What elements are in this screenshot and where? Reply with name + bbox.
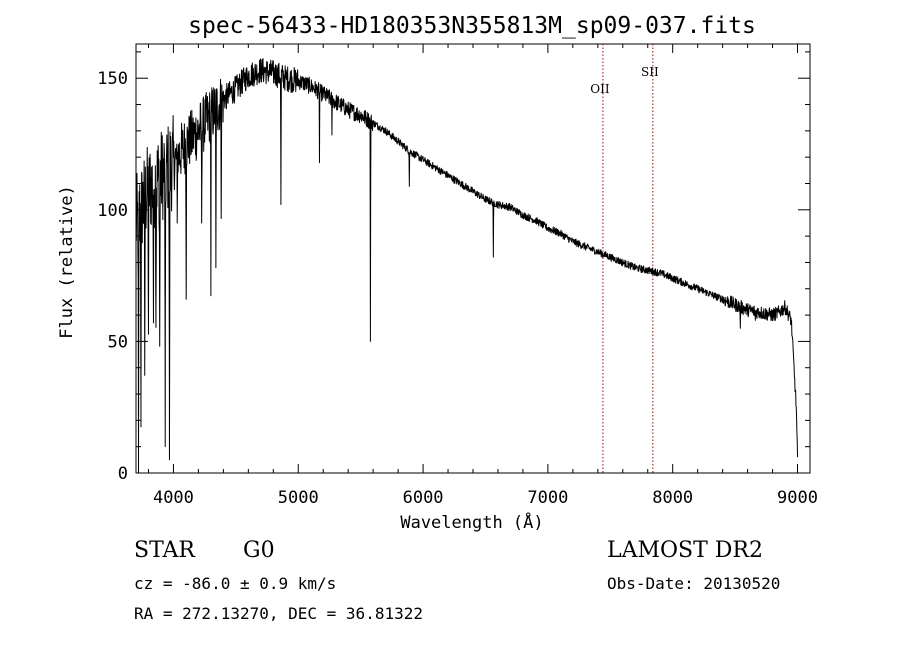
- x-tick-label: 6000: [403, 488, 444, 508]
- annotation-label: SII: [641, 65, 659, 79]
- chart-title: spec-56433-HD180353N355813M_sp09-037.fit…: [188, 13, 756, 39]
- y-tick-label: 50: [108, 332, 128, 352]
- x-axis-label: Wavelength (Å): [400, 511, 543, 533]
- line-annotations: OII SII: [590, 44, 659, 473]
- x-tick-label: 8000: [652, 488, 693, 508]
- x-tick-label: 5000: [278, 488, 319, 508]
- x-tick-label: 4000: [153, 488, 194, 508]
- coordinates: RA = 272.13270, DEC = 36.81322: [134, 604, 423, 623]
- y-tick-label: 150: [97, 69, 128, 89]
- x-tick-label: 7000: [527, 488, 568, 508]
- object-subclass: G0: [243, 538, 275, 563]
- y-tick-label: 100: [97, 201, 128, 221]
- x-tick-label: 9000: [777, 488, 818, 508]
- velocity-readout: cz = -86.0 ± 0.9 km/s: [134, 574, 337, 593]
- obs-date: Obs-Date: 20130520: [607, 574, 781, 593]
- y-tick-label: 0: [118, 464, 128, 484]
- plot-frame: [135, 43, 811, 474]
- survey-name: LAMOST DR2: [607, 538, 763, 563]
- x-tick-labels: 4000 5000 6000 7000 8000 9000: [153, 488, 818, 508]
- axis-ticks: [136, 44, 810, 474]
- object-class: STAR: [134, 538, 195, 563]
- annotation-label: OII: [590, 82, 610, 96]
- spectrum-series-line: [135, 58, 799, 474]
- y-axis-label: Flux (relative): [57, 185, 77, 339]
- y-tick-labels: 0 50 100 150: [97, 69, 128, 484]
